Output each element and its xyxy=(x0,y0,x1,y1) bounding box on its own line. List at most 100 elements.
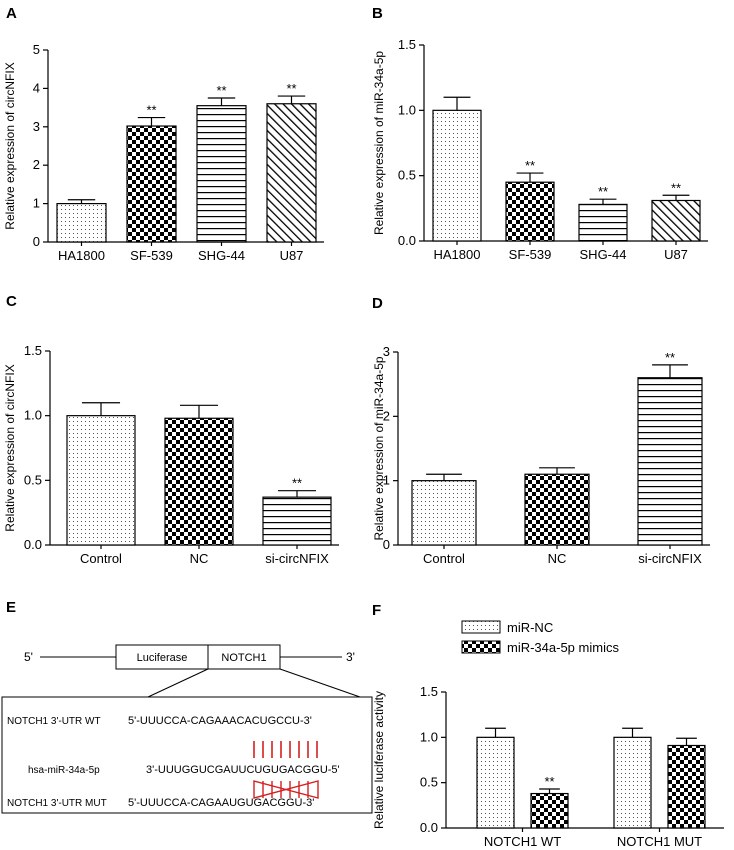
y-tick-label: 1.5 xyxy=(24,343,42,358)
y-tick-label: 4 xyxy=(33,80,40,95)
y-tick-label: 3 xyxy=(33,119,40,134)
y-tick-label: 0.0 xyxy=(398,233,416,248)
x-tick-label: HA1800 xyxy=(434,247,481,262)
bar xyxy=(476,736,515,829)
mir-label: hsa-miR-34a-5p xyxy=(28,765,100,776)
y-tick-label: 1 xyxy=(33,196,40,211)
legend-swatch xyxy=(461,620,501,634)
luciferase-box xyxy=(115,644,209,670)
bar xyxy=(266,103,317,243)
legend-label: miR-NC xyxy=(507,620,553,635)
luciferase-box-label: Luciferase xyxy=(137,652,188,664)
panel-label-e: E xyxy=(6,599,16,616)
mut-sequence: 5'-UUUCCA-CAGAAUGUGACGGU-3' xyxy=(128,797,314,809)
x-tick-label: NOTCH1 MUT xyxy=(617,834,702,849)
legend-swatch xyxy=(461,640,501,654)
y-tick-label: 2 xyxy=(33,157,40,172)
legend: miR-NC miR-34a-5p mimics xyxy=(461,620,619,655)
x-tick-label: si-circNFIX xyxy=(265,551,329,566)
significance-label: ** xyxy=(671,180,681,195)
bar xyxy=(262,496,332,546)
panel-label-f: F xyxy=(372,602,381,619)
y-tick-label: 1.0 xyxy=(420,729,438,744)
bar xyxy=(613,736,652,829)
chart-panel-c: 0.0 0.5 1.0 1.5 Relative expression of circN… xyxy=(3,343,339,566)
bar xyxy=(667,744,706,829)
y-axis-title: Relative expression of circNFIX xyxy=(3,62,17,229)
x-tick-label: si-circNFIX xyxy=(638,551,702,566)
bar xyxy=(126,125,177,243)
y-tick-label: 0.0 xyxy=(24,537,42,552)
significance-label: ** xyxy=(286,81,296,96)
x-tick-label: NOTCH1 WT xyxy=(484,834,561,849)
y-axis-title: Relative expression of miR-34a-5p xyxy=(372,356,386,540)
zoom-line-left xyxy=(147,668,209,698)
chart-panel-b: 0.0 0.5 1.0 1.5 Relative expression of miR-3… xyxy=(372,37,708,262)
panel-label-b: B xyxy=(372,5,383,22)
x-tick-label: U87 xyxy=(280,248,304,263)
significance-label: ** xyxy=(292,476,302,491)
y-tick-label: 5 xyxy=(33,42,40,57)
x-tick-label: U87 xyxy=(664,247,688,262)
significance-label: ** xyxy=(216,83,226,98)
bar xyxy=(530,792,569,829)
y-tick-label: 1.0 xyxy=(398,102,416,117)
bar xyxy=(196,105,247,243)
bar xyxy=(505,181,555,242)
significance-label: ** xyxy=(598,184,608,199)
y-axis-title: Relative expression of miR-34a-5p xyxy=(372,51,386,235)
x-tick-label: Control xyxy=(423,551,465,566)
bar xyxy=(524,473,590,546)
bar xyxy=(651,199,701,242)
luciferase-schematic: 5' Luciferase NOTCH1 3' NOTCH1 3'-UTR WT… xyxy=(1,644,373,814)
x-tick-label: NC xyxy=(190,551,209,566)
notch1-box-label: NOTCH1 xyxy=(221,652,266,664)
bar xyxy=(56,203,107,243)
y-tick-label: 1 xyxy=(383,473,390,488)
y-axis-title: Relative luciferase activity xyxy=(372,691,386,829)
y-tick-label: 1.5 xyxy=(420,684,438,699)
panel-label-c: C xyxy=(6,293,17,310)
significance-label: ** xyxy=(544,774,554,789)
x-tick-label: SHG-44 xyxy=(580,247,627,262)
y-tick-label: 1.0 xyxy=(24,408,42,423)
bar xyxy=(164,417,234,546)
legend-label: miR-34a-5p mimics xyxy=(507,640,619,655)
mut-mismatch-marks xyxy=(253,780,319,799)
mut-label: NOTCH1 3'-UTR MUT xyxy=(7,798,107,809)
chart-panel-f: 0.0 0.5 1.0 1.5 Relative luciferase activity… xyxy=(372,620,724,849)
x-tick-label: HA1800 xyxy=(58,248,105,263)
chart-panel-a: 0 1 2 3 4 5 Relative expression of circNFIX HA1… xyxy=(3,42,324,263)
y-tick-label: 0.0 xyxy=(420,820,438,835)
notch1-box xyxy=(207,644,281,670)
panel-label-a: A xyxy=(6,5,17,22)
x-tick-label: NC xyxy=(548,551,567,566)
y-tick-label: 0 xyxy=(383,537,390,552)
wt-sequence: 5'-UUUCCA-CAGAAACACUGCCU-3' xyxy=(128,715,312,727)
wt-label: NOTCH1 3'-UTR WT xyxy=(7,716,101,727)
y-tick-label: 0.5 xyxy=(420,775,438,790)
three-prime-label: 3' xyxy=(346,650,355,664)
x-tick-label: SHG-44 xyxy=(198,248,245,263)
bar xyxy=(411,480,477,546)
y-tick-label: 0.5 xyxy=(24,472,42,487)
panel-label-d: D xyxy=(372,295,383,312)
mir-sequence: 3'-UUUGGUCGAUUCUGUGACGGU-5' xyxy=(146,764,340,776)
significance-label: ** xyxy=(146,103,156,118)
x-tick-label: Control xyxy=(80,551,122,566)
x-tick-label: SF-539 xyxy=(130,248,173,263)
y-tick-label: 2 xyxy=(383,408,390,423)
bar xyxy=(637,377,703,546)
y-tick-label: 0 xyxy=(33,234,40,249)
significance-label: ** xyxy=(525,158,535,173)
sequence-box xyxy=(1,696,373,814)
y-tick-label: 1.5 xyxy=(398,37,416,52)
significance-label: ** xyxy=(665,350,675,365)
wt-pairing-lines xyxy=(253,741,318,758)
y-axis-title: Relative expression of circNFIX xyxy=(3,364,17,531)
y-tick-label: 3 xyxy=(383,344,390,359)
bar xyxy=(432,109,482,242)
five-prime-label: 5' xyxy=(24,650,33,664)
